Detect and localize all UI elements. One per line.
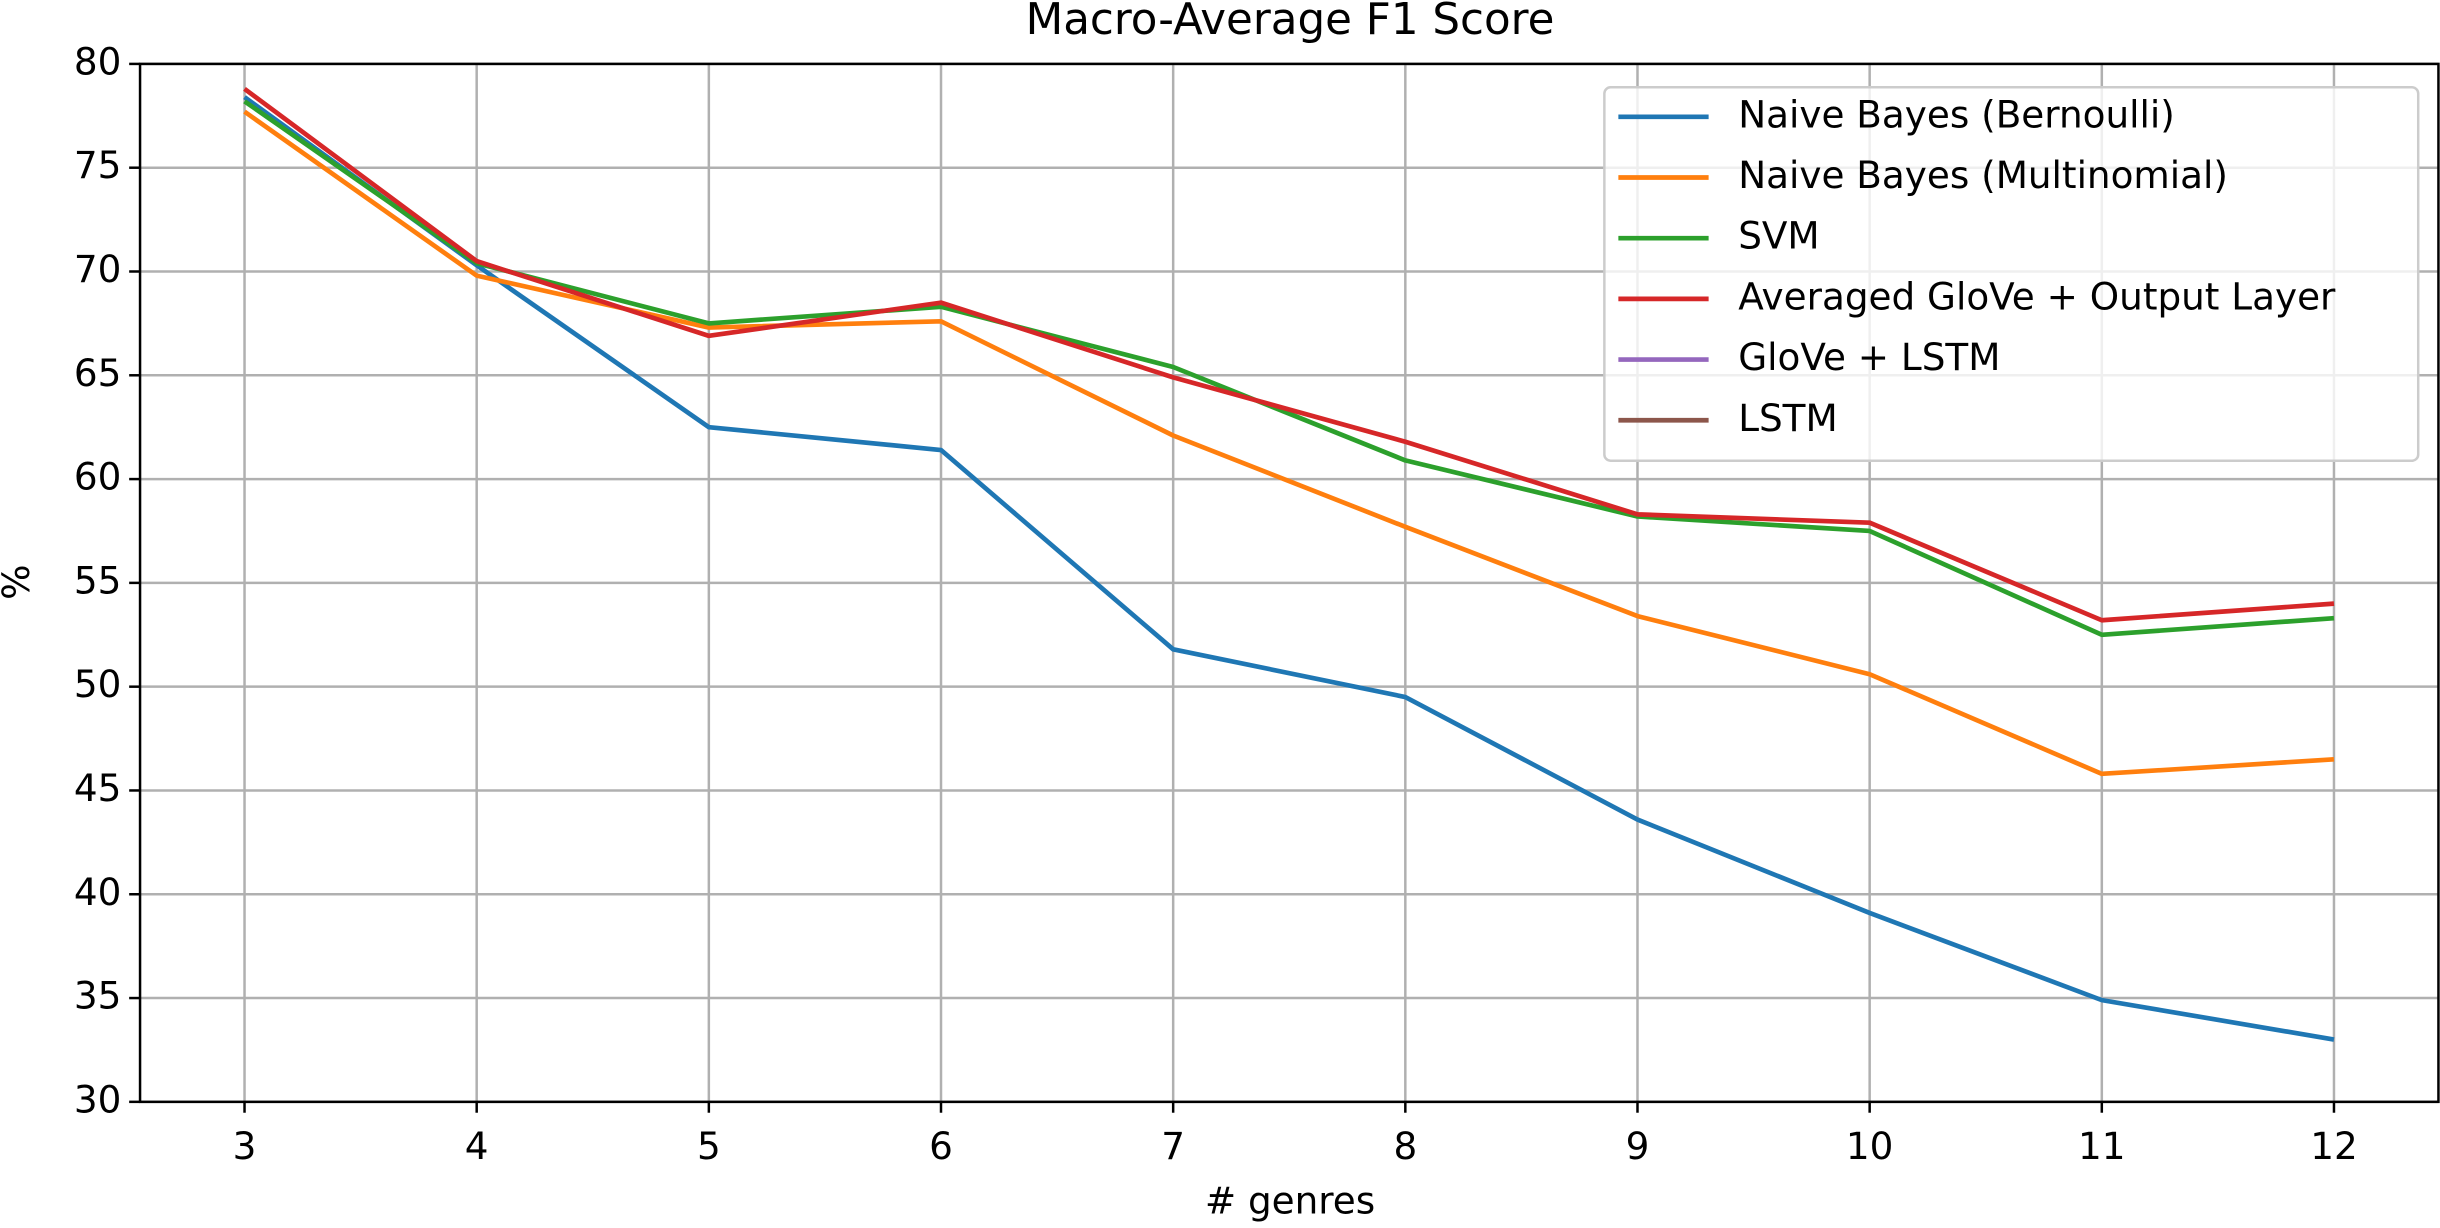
x-tick-label: 5	[697, 1124, 721, 1168]
x-tick-label: 10	[1846, 1124, 1893, 1168]
legend-label: Averaged GloVe + Output Layer	[1738, 274, 2336, 318]
x-axis-label: # genres	[1205, 1178, 1375, 1222]
legend-label: SVM	[1738, 214, 1819, 258]
x-tick-label: 12	[2310, 1124, 2358, 1168]
x-tick-label: 3	[233, 1124, 257, 1168]
x-tick-label: 9	[1626, 1124, 1650, 1168]
plot-frame	[138, 62, 2440, 1104]
x-tick-label: 8	[1393, 1124, 1417, 1168]
legend-label: GloVe + LSTM	[1738, 335, 2000, 379]
y-tick-label: 60	[74, 455, 122, 499]
y-tick-label: 40	[74, 870, 122, 914]
y-tick-label: 50	[74, 662, 122, 706]
y-tick-label: 70	[74, 247, 122, 291]
y-tick-label: 45	[74, 766, 122, 810]
y-tick-label: 65	[74, 351, 122, 395]
legend-label: Naive Bayes (Bernoulli)	[1738, 92, 2175, 136]
y-tick-label: 30	[74, 1077, 122, 1121]
legend-box	[1603, 86, 2420, 462]
series-line	[243, 99, 2335, 638]
x-tick-label: 4	[465, 1124, 489, 1168]
x-tick-label: 7	[1161, 1124, 1185, 1168]
chart-title: Macro-Average F1 Score	[1026, 0, 1555, 45]
legend-label: Naive Bayes (Multinomial)	[1738, 153, 2228, 197]
y-tick-label: 55	[74, 558, 122, 602]
series-line	[243, 95, 2335, 1042]
x-tick-label: 11	[2078, 1124, 2126, 1168]
series-line	[243, 86, 2335, 623]
y-tick-label: 35	[74, 974, 122, 1018]
x-tick-label: 6	[929, 1124, 953, 1168]
y-tick-label: 80	[74, 39, 122, 83]
legend-label: LSTM	[1738, 396, 1838, 440]
y-axis-label: %	[0, 564, 38, 599]
series-line	[243, 109, 2335, 777]
y-tick-label: 75	[74, 143, 122, 187]
